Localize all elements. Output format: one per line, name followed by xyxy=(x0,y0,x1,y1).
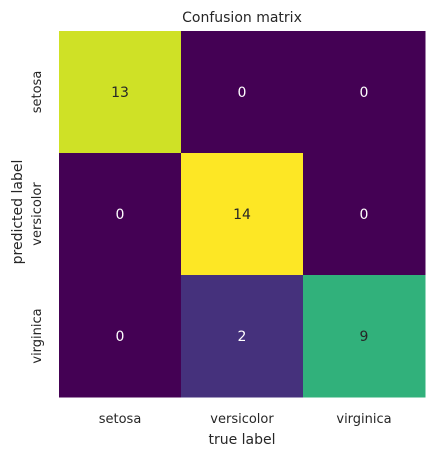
cell-value-label: 0 xyxy=(238,85,247,101)
cell-value-label: 0 xyxy=(360,207,369,223)
heatmap-cell xyxy=(303,153,426,276)
heatmap-cell xyxy=(181,275,304,398)
y-tick-label: setosa xyxy=(30,71,45,114)
heatmap-cell xyxy=(59,31,182,154)
y-tick-label: versicolor xyxy=(30,182,45,246)
heatmap-grid: 13 0 0 0 14 0 0 2 9 xyxy=(59,31,426,398)
chart-title: Confusion matrix xyxy=(182,10,302,26)
heatmap-cell xyxy=(59,153,182,276)
y-axis-ticks: setosa versicolor virginica xyxy=(30,71,45,364)
cell-value-label: 0 xyxy=(360,85,369,101)
x-axis-label: true label xyxy=(208,432,275,448)
heatmap-cell xyxy=(181,31,304,154)
x-tick-label: setosa xyxy=(99,412,142,427)
cell-value-label: 9 xyxy=(360,329,369,345)
x-axis-ticks: setosa versicolor virginica xyxy=(99,412,392,427)
cell-value-label: 14 xyxy=(233,207,251,223)
heatmap-cell xyxy=(59,275,182,398)
y-tick-label: virginica xyxy=(30,308,45,363)
cell-value-label: 0 xyxy=(116,207,125,223)
heatmap-cell xyxy=(181,153,304,276)
x-tick-label: virginica xyxy=(336,412,391,427)
x-tick-label: versicolor xyxy=(210,412,274,427)
y-axis-label: predicted label xyxy=(10,160,26,265)
cell-value-label: 13 xyxy=(111,85,129,101)
cell-value-label: 2 xyxy=(238,329,247,345)
heatmap-cell xyxy=(303,275,426,398)
cell-value-label: 0 xyxy=(116,329,125,345)
heatmap-cell xyxy=(303,31,426,154)
